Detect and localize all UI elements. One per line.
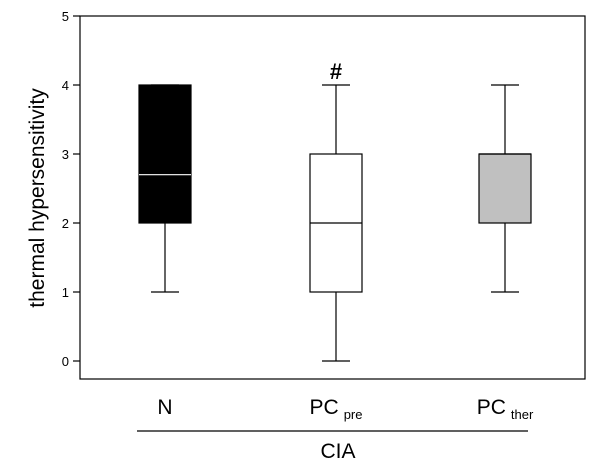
category-label-1: PC pre [310,396,363,422]
box-iqr [138,84,192,224]
group-label: CIA [320,440,355,463]
category-main: PC [477,396,506,419]
box-group-0 [138,84,192,293]
category-label-0: N [157,396,172,419]
significance-marker: # [330,59,342,84]
box-iqr [478,153,532,224]
box-group-2 [478,84,532,293]
y-tick-label-1: 1 [62,285,69,300]
y-tick-label-4: 4 [62,78,69,93]
y-tick-label-0: 0 [62,354,69,369]
category-main: PC [310,396,339,419]
category-subscript: ther [511,407,534,422]
y-axis-title: thermal hypersensitivity [26,88,49,308]
category-labels: N PC pre PC ther [157,396,534,422]
y-tick-label-5: 5 [62,9,69,24]
category-subscript: pre [344,407,363,422]
box-series: # [138,59,532,362]
category-main: N [157,396,172,419]
y-tick-label-2: 2 [62,216,69,231]
category-label-2: PC ther [477,396,534,422]
y-axis: 0 1 2 3 4 5 [62,9,80,369]
y-tick-label-3: 3 [62,147,69,162]
box-group-1: # [309,59,363,362]
plot-frame [79,15,586,380]
